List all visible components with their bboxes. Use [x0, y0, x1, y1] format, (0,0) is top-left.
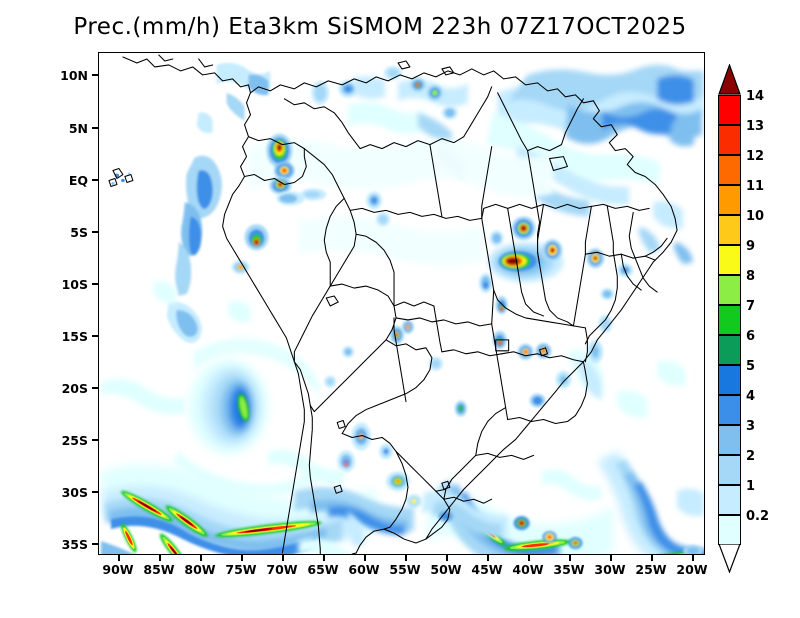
lon-label-30W: 30W	[594, 562, 626, 577]
colorbar-label-11: 11	[746, 179, 765, 194]
lon-tick-45W	[487, 555, 489, 561]
lat-tick-20S	[92, 387, 98, 389]
colorbar-band-13[interactable]	[718, 125, 741, 155]
lat-label-5N: 5N	[68, 121, 88, 136]
lat-tick-15S	[92, 335, 98, 337]
precip-pacific-front	[100, 464, 414, 554]
lat-label-25S: 25S	[61, 433, 88, 448]
lon-tick-35W	[569, 555, 571, 561]
precip-peru-coast	[166, 112, 222, 344]
lon-tick-75W	[241, 555, 243, 561]
colorbar-band-3[interactable]	[718, 425, 741, 455]
page-title: Prec.(mm/h) Eta3km SiSMOM 223h 07Z17OCT2…	[73, 14, 687, 40]
map-panel[interactable]	[98, 52, 705, 555]
colorbar-label-3: 3	[746, 419, 756, 434]
lat-label-5S: 5S	[70, 225, 88, 240]
lon-label-20W: 20W	[676, 562, 708, 577]
colorbar-band-4[interactable]	[718, 395, 741, 425]
lon-tick-55W	[405, 555, 407, 561]
lat-label-20S: 20S	[61, 381, 88, 396]
lon-label-50W: 50W	[430, 562, 462, 577]
map-canvas	[99, 53, 704, 554]
lon-label-35W: 35W	[553, 562, 585, 577]
lat-label-10N: 10N	[60, 68, 88, 83]
lon-label-60W: 60W	[348, 562, 380, 577]
lon-label-90W: 90W	[102, 562, 134, 577]
lat-label-15S: 15S	[61, 329, 88, 344]
colorbar-band-8[interactable]	[718, 275, 741, 305]
precip-misc-light	[100, 201, 694, 554]
colorbar-band-9[interactable]	[718, 245, 741, 275]
lat-tick-5N	[92, 127, 98, 129]
colorbar[interactable]: 14 13 12 11 10 9 8 7 6 5 4 3 2 1 0.2	[718, 64, 769, 573]
lon-tick-30W	[610, 555, 612, 561]
colorbar-band-11[interactable]	[718, 185, 741, 215]
lat-label-EQ: EQ	[68, 173, 88, 188]
lon-label-65W: 65W	[307, 562, 339, 577]
lat-label-30S: 30S	[61, 485, 88, 500]
lat-tick-10N	[92, 74, 98, 76]
colorbar-label-5: 5	[746, 359, 756, 374]
lon-tick-80W	[200, 555, 202, 561]
lat-tick-10S	[92, 283, 98, 285]
lon-tick-40W	[528, 555, 530, 561]
lon-label-85W: 85W	[143, 562, 175, 577]
colorbar-label-10: 10	[746, 209, 765, 224]
lon-label-45W: 45W	[471, 562, 503, 577]
lon-tick-20W	[692, 555, 694, 561]
colorbar-band-5[interactable]	[718, 365, 741, 395]
colorbar-label-4: 4	[746, 389, 756, 404]
map-boundaries	[108, 54, 678, 554]
colorbar-label-9: 9	[746, 239, 756, 254]
colorbar-label-1: 1	[746, 479, 756, 494]
precip-northwest	[216, 62, 271, 121]
colorbar-band-2[interactable]	[718, 455, 741, 485]
lon-tick-25W	[651, 555, 653, 561]
lon-tick-70W	[282, 555, 284, 561]
precip-field	[100, 62, 704, 554]
colorbar-label-7: 7	[746, 299, 756, 314]
colorbar-band-12[interactable]	[718, 155, 741, 185]
colorbar-band-10[interactable]	[718, 215, 741, 245]
precip-cells-paraguay	[337, 422, 422, 509]
precip-amazon-broad	[248, 138, 554, 266]
lon-label-70W: 70W	[266, 562, 298, 577]
lon-label-40W: 40W	[512, 562, 544, 577]
colorbar-label-2: 2	[746, 449, 756, 464]
lat-tick-25S	[92, 439, 98, 441]
lat-tick-35S	[92, 543, 98, 545]
colorbar-label-13: 13	[746, 119, 765, 134]
colorbar-label-12: 12	[746, 149, 765, 164]
lat-label-35S: 35S	[61, 537, 88, 552]
colorbar-under-arrow	[718, 544, 741, 573]
lon-tick-50W	[446, 555, 448, 561]
colorbar-band-6[interactable]	[718, 335, 741, 365]
colorbar-label-8: 8	[746, 269, 756, 284]
colorbar-label-6: 6	[746, 329, 756, 344]
lat-tick-EQ	[92, 179, 98, 181]
lon-label-55W: 55W	[389, 562, 421, 577]
lon-label-25W: 25W	[635, 562, 667, 577]
lon-tick-85W	[159, 555, 161, 561]
lon-label-75W: 75W	[225, 562, 257, 577]
lat-tick-5S	[92, 231, 98, 233]
colorbar-label-0.2: 0.2	[746, 509, 770, 524]
colorbar-label-14: 14	[746, 89, 765, 104]
colorbar-band-7[interactable]	[718, 305, 741, 335]
lon-tick-90W	[118, 555, 120, 561]
colorbar-band-14[interactable]	[718, 95, 741, 125]
colorbar-band-1[interactable]	[718, 485, 741, 515]
colorbar-band-0[interactable]	[718, 515, 741, 545]
precip-cells-east-amazon	[478, 216, 634, 360]
precip-atlantic-southeast	[597, 451, 704, 554]
lat-tick-30S	[92, 491, 98, 493]
precip-cells-west-amazon	[231, 133, 327, 275]
lon-tick-65W	[323, 555, 325, 561]
lon-label-80W: 80W	[184, 562, 216, 577]
lat-label-10S: 10S	[61, 277, 88, 292]
lon-tick-60W	[364, 555, 366, 561]
precipitation-map	[99, 53, 704, 554]
colorbar-over-arrow	[718, 64, 741, 95]
